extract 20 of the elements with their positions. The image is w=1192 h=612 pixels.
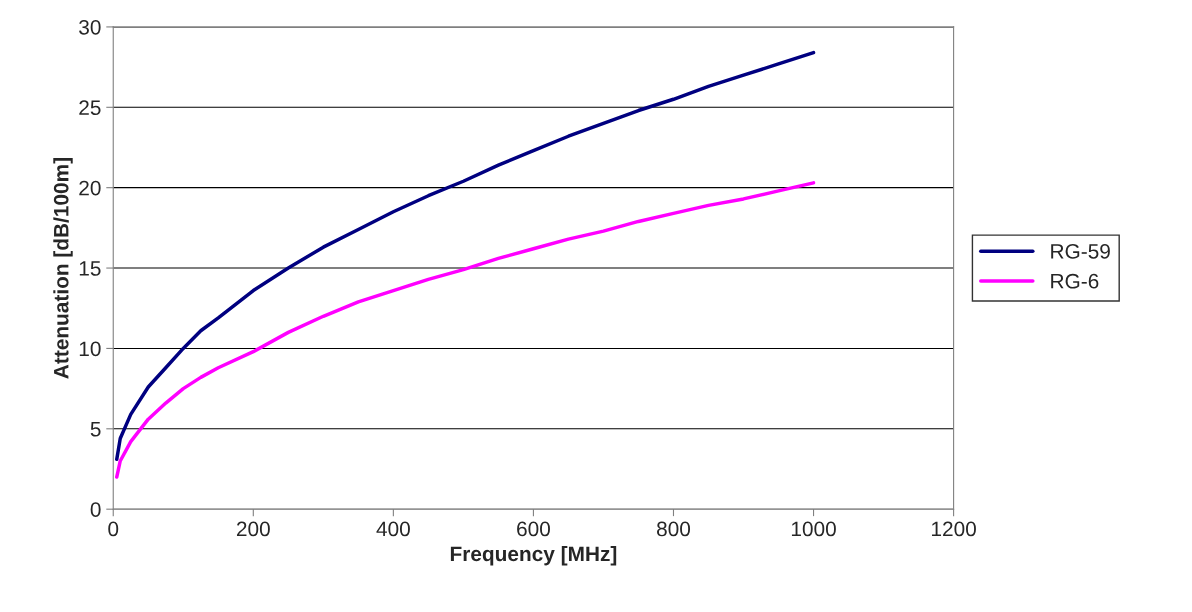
y-tick-label: 30 (79, 19, 101, 35)
x-tick-label: 1200 (932, 521, 976, 537)
y-axis-title: Attenuation [dB/100m] (53, 158, 73, 379)
x-axis-title: Frequency [MHz] (450, 545, 617, 566)
line-series (115, 50, 816, 462)
y-tick-label: 5 (90, 422, 101, 437)
line-series (115, 181, 816, 479)
x-tick-label: 0 (108, 521, 119, 537)
legend-label: RG-6 (1051, 273, 1099, 289)
x-tick-label: 200 (236, 521, 270, 537)
y-tick-label: 15 (79, 261, 101, 276)
y-tick-label: 10 (79, 341, 101, 357)
y-tick-label: 20 (79, 180, 101, 196)
x-tick-label: 600 (517, 521, 550, 537)
x-tick-label: 1000 (791, 521, 836, 537)
y-tick-label: 0 (90, 502, 101, 517)
legend-label: RG-59 (1051, 243, 1110, 259)
y-tick-label: 25 (79, 100, 101, 116)
x-tick-label: 400 (376, 521, 410, 537)
x-tick-label: 800 (657, 521, 691, 537)
